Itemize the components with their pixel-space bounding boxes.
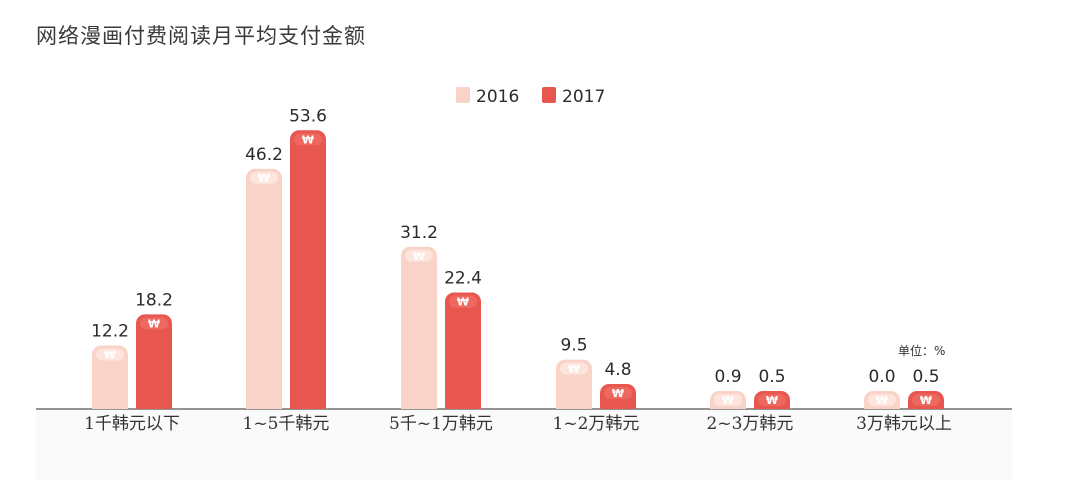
bar-2016-3: ₩ <box>401 246 437 409</box>
x-tick-label-2: 1~5千韩元 <box>243 414 330 434</box>
bar-2016-5: ₩ <box>710 391 746 409</box>
data-label-2016-6: 0.0 <box>868 367 895 387</box>
x-tick-label-3: 5千~1万韩元 <box>389 414 493 434</box>
won-sign-icon: ₩ <box>302 133 314 146</box>
data-label-2016-5: 0.9 <box>714 367 741 387</box>
bar-2017-4: ₩ <box>600 384 636 409</box>
chart-title: 网络漫画付费阅读月平均支付金额 <box>36 24 366 48</box>
x-tick-label-1: 1千韩元以下 <box>84 414 180 434</box>
won-sign-icon: ₩ <box>766 394 778 407</box>
data-label-2017-3: 22.4 <box>444 269 482 289</box>
bar-2016-6: ₩ <box>864 391 900 409</box>
won-sign-icon: ₩ <box>920 394 932 407</box>
legend-label-2017: 2017 <box>562 87 605 107</box>
floor-shadow <box>36 410 1012 480</box>
bar-cap-highlight <box>140 317 168 330</box>
unit-label: 单位：% <box>898 343 945 358</box>
legend-label-2016: 2016 <box>476 87 519 107</box>
legend-swatch-2017 <box>542 87 556 103</box>
bar-body <box>290 139 326 409</box>
bar-2017-3: ₩ <box>445 292 481 409</box>
bar-2017-5: ₩ <box>754 391 790 409</box>
bar-body <box>136 323 172 409</box>
x-tick-label-5: 2~3万韩元 <box>707 414 794 434</box>
data-label-2017-1: 18.2 <box>135 290 173 310</box>
bar-cap-highlight <box>714 394 742 406</box>
data-label-2017-4: 4.8 <box>604 360 631 380</box>
data-label-2016-2: 46.2 <box>245 145 283 165</box>
data-label-2016-1: 12.2 <box>91 322 129 342</box>
won-sign-icon: ₩ <box>104 349 116 362</box>
data-label-2017-2: 53.6 <box>289 106 327 126</box>
bar-2016-4: ₩ <box>556 359 592 409</box>
won-sign-icon: ₩ <box>457 296 469 309</box>
bar-2016-2: ₩ <box>246 168 282 409</box>
legend-swatch-2016 <box>456 87 470 103</box>
won-sign-icon: ₩ <box>148 317 160 330</box>
bar-cap-highlight <box>250 171 278 184</box>
bar-cap-highlight <box>912 394 940 406</box>
bar-2016-1: ₩ <box>92 345 128 409</box>
bar-body <box>445 301 481 409</box>
won-sign-icon: ₩ <box>568 363 580 376</box>
won-sign-icon: ₩ <box>876 394 888 407</box>
bar-body <box>246 177 282 409</box>
won-sign-icon: ₩ <box>413 250 425 263</box>
bar-2017-2: ₩ <box>290 130 326 409</box>
won-sign-icon: ₩ <box>612 387 624 400</box>
won-sign-icon: ₩ <box>258 172 270 185</box>
bar-cap-highlight <box>758 394 786 406</box>
data-label-2017-6: 0.5 <box>912 367 939 387</box>
x-tick-label-6: 3万韩元以上 <box>856 414 952 434</box>
won-sign-icon: ₩ <box>722 394 734 407</box>
bar-2017-1: ₩ <box>136 314 172 409</box>
bar-cap-highlight <box>96 348 124 361</box>
x-tick-label-4: 1~2万韩元 <box>553 414 640 434</box>
bar-cap-highlight <box>868 394 896 406</box>
bar-cap-highlight <box>449 295 477 308</box>
bar-cap-highlight <box>294 133 322 146</box>
bar-2017-6: ₩ <box>908 391 944 409</box>
data-label-2016-4: 9.5 <box>560 336 587 356</box>
bar-cap-highlight <box>604 387 632 400</box>
bar-body <box>401 255 437 409</box>
bar-cap-highlight <box>405 249 433 262</box>
data-label-2017-5: 0.5 <box>758 367 785 387</box>
bar-body <box>92 354 128 409</box>
bar-cap-highlight <box>560 362 588 375</box>
data-label-2016-3: 31.2 <box>400 223 438 243</box>
